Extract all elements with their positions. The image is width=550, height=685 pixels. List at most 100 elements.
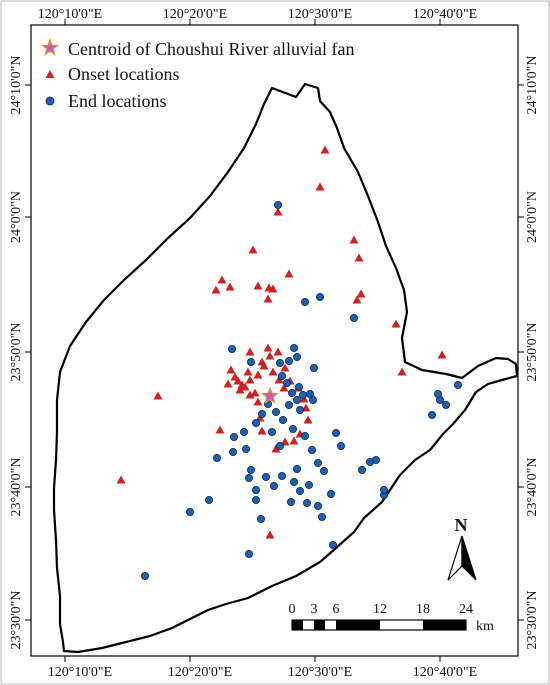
end-location-marker [256, 515, 265, 524]
end-location-marker [284, 400, 293, 409]
bottom-lon-label: 120°10'0"E [48, 665, 112, 680]
end-location-marker [251, 495, 260, 504]
end-location-marker [261, 472, 270, 481]
end-location-marker [267, 427, 276, 436]
scale-tick-label: 0 [289, 602, 296, 617]
end-location-marker [212, 453, 221, 462]
end-location-marker [277, 471, 286, 480]
end-location-marker [292, 464, 301, 473]
onset-location-marker [215, 425, 225, 434]
bottom-lon-label: 120°20'0"E [168, 665, 232, 680]
onset-location-marker [265, 351, 275, 360]
end-location-marker [300, 431, 309, 440]
legend: Centroid of Choushui River alluvial fan … [40, 37, 354, 111]
end-location-marker [289, 477, 298, 486]
onset-location-marker [271, 444, 281, 453]
left-lat-label: 24°0'0"N [9, 191, 24, 243]
end-location-marker [278, 415, 287, 424]
end-location-marker [275, 358, 284, 367]
onset-location-marker [263, 343, 273, 352]
onset-location-marker [245, 375, 255, 384]
right-lat-label: 24°10'0"N [525, 56, 540, 115]
end-location-marker [307, 445, 316, 454]
onset-location-marker [349, 235, 359, 244]
top-lon-label: 120°10'0"E [38, 7, 102, 22]
scale-tick-label: 24 [459, 602, 473, 617]
onset-location-marker [240, 382, 250, 391]
left-lat-label: 24°10'0"N [9, 56, 24, 115]
scale-tick-label: 6 [333, 602, 340, 617]
onset-location-marker [226, 365, 236, 374]
end-location-marker [427, 410, 436, 419]
end-location-marker [275, 441, 284, 450]
onset-location-marker [263, 294, 273, 303]
end-location-marker [257, 409, 266, 418]
centroid-layer [261, 386, 279, 404]
end-location-marker [357, 465, 366, 474]
end-location-marker [185, 507, 194, 516]
onset-location-marker [217, 275, 227, 284]
end-location-marker [292, 395, 301, 404]
end-location-marker [302, 498, 311, 507]
end-location-marker [349, 313, 358, 322]
end-location-marker [140, 572, 149, 581]
onset-location-marker [273, 207, 283, 216]
onset-location-marker [356, 289, 366, 298]
end-location-marker [287, 388, 296, 397]
end-layer [140, 200, 462, 581]
onset-location-marker [437, 350, 447, 359]
onset-location-marker [248, 245, 258, 254]
end-location-marker [239, 427, 248, 436]
end-location-marker [336, 441, 345, 450]
scale-bar: 0 3 6 12 18 24 km [289, 602, 495, 634]
onset-location-marker [223, 379, 233, 388]
end-location-marker [313, 501, 322, 510]
onset-location-marker [116, 475, 126, 484]
end-location-marker [453, 380, 462, 389]
onset-location-marker [280, 363, 290, 372]
end-location-marker [251, 418, 260, 427]
end-location-marker [298, 390, 307, 399]
legend-star-icon [40, 37, 60, 56]
onset-location-marker [391, 319, 401, 328]
onset-location-marker [257, 426, 267, 435]
end-location-marker [326, 489, 335, 498]
legend-label-onset: Onset locations [68, 64, 179, 84]
end-location-marker [304, 480, 313, 489]
onset-location-marker [354, 253, 364, 262]
bottom-lon-label: 120°30'0"E [288, 665, 352, 680]
onset-location-marker [274, 375, 284, 384]
onset-location-marker [243, 367, 253, 376]
scale-tick-label: 3 [311, 602, 318, 617]
end-location-marker [246, 357, 255, 366]
onset-location-marker [279, 383, 289, 392]
scale-unit-label: km [476, 619, 494, 634]
onset-location-marker [397, 367, 407, 376]
end-location-marker [277, 371, 286, 380]
end-location-marker [295, 486, 304, 495]
onset-location-marker [235, 385, 245, 394]
scale-tick-label: 12 [373, 602, 387, 617]
right-lat-label: 24°0'0"N [525, 191, 540, 243]
onset-location-marker [253, 281, 263, 290]
end-location-marker [204, 495, 213, 504]
end-location-marker [241, 444, 250, 453]
top-lon-label: 120°30'0"E [288, 7, 352, 22]
onset-location-marker [257, 357, 267, 366]
onset-location-marker [268, 367, 278, 376]
left-lat-label: 23°40'0"N [9, 458, 24, 517]
north-arrow-label: N [455, 515, 468, 535]
onset-location-marker [273, 347, 283, 356]
end-location-marker [317, 513, 326, 522]
onset-location-marker [233, 376, 243, 385]
end-location-marker [313, 458, 322, 467]
end-location-marker [228, 447, 237, 456]
end-location-marker [246, 465, 255, 474]
end-location-marker [294, 382, 303, 391]
end-location-marker [271, 407, 280, 416]
end-location-marker [309, 363, 318, 372]
legend-label-end: End locations [68, 91, 166, 111]
end-location-marker [331, 428, 340, 437]
